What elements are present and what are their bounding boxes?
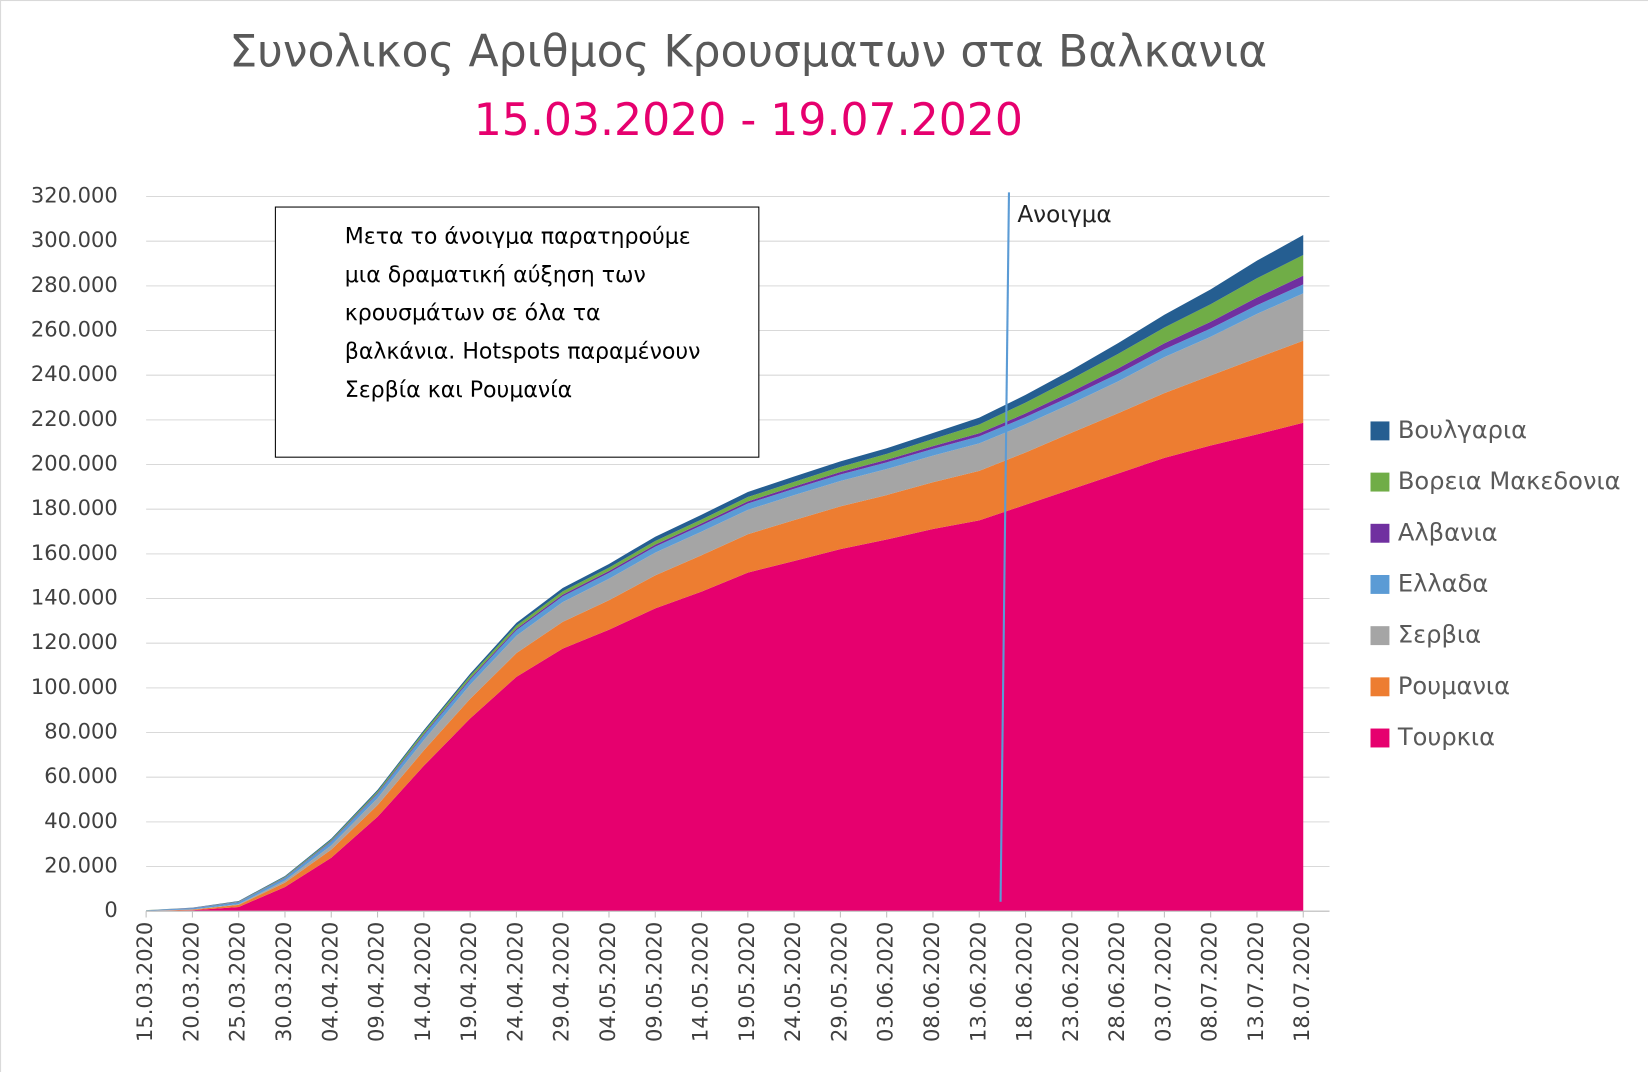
x-tick-label: 03.07.2020 xyxy=(1150,922,1175,1042)
y-tick-label: 220.000 xyxy=(31,406,118,431)
x-tick-label: 29.04.2020 xyxy=(549,922,574,1042)
note-box xyxy=(274,206,760,458)
area xyxy=(146,340,1304,912)
x-tick-label: 09.05.2020 xyxy=(641,922,666,1042)
legend-label: Ελλαδα xyxy=(1398,569,1488,597)
y-tick-label: 80.000 xyxy=(44,719,117,744)
y-tick-label: 300.000 xyxy=(31,227,118,252)
x-tick-label: 03.06.2020 xyxy=(873,922,898,1042)
x-tick-label: 23.06.2020 xyxy=(1058,922,1083,1042)
y-tick-label: 60.000 xyxy=(44,763,117,788)
x-tick-label: 24.05.2020 xyxy=(780,922,805,1042)
y-tick-label: 20.000 xyxy=(44,853,117,878)
opening-label: Ανοιγμα xyxy=(1017,202,1111,228)
x-tick-label: 20.03.2020 xyxy=(178,922,203,1042)
note-line: Σερβία και Ρουμανία xyxy=(345,378,572,403)
legend-swatch xyxy=(1370,472,1390,492)
legend-label: Αλβανια xyxy=(1398,518,1498,546)
legend-swatch xyxy=(1370,574,1390,594)
x-tick-label: 19.05.2020 xyxy=(734,922,759,1042)
x-tick-label: 18.07.2020 xyxy=(1289,922,1314,1042)
note-line: κρουσμάτων σε όλα τα xyxy=(345,301,601,326)
x-tick-label: 19.04.2020 xyxy=(456,922,481,1042)
legend-label: Ρουμανια xyxy=(1398,672,1510,700)
y-tick-label: 200.000 xyxy=(31,451,118,476)
y-tick-label: 240.000 xyxy=(31,361,118,386)
note-line: Μετα το άνοιγμα παρατηρούμε xyxy=(345,225,691,250)
opening-line xyxy=(999,192,1011,902)
x-tick-label: 18.06.2020 xyxy=(1012,922,1037,1042)
y-tick-label: 320.000 xyxy=(31,183,118,208)
area xyxy=(146,254,1304,911)
x-tick-label: 29.05.2020 xyxy=(826,922,851,1042)
x-tick-label: 09.04.2020 xyxy=(364,922,389,1042)
x-tick-label: 04.04.2020 xyxy=(317,922,342,1042)
y-tick-label: 140.000 xyxy=(31,585,118,610)
y-tick-label: 180.000 xyxy=(31,495,118,520)
chart-title: Συνολικος Αριθμος Κρουσματων στα Βαλκανι… xyxy=(229,27,1267,78)
note-line: βαλκάνια. Hotspots παραμένουν xyxy=(345,340,701,365)
legend-label: Τουρκια xyxy=(1397,723,1495,751)
y-tick-label: 280.000 xyxy=(31,272,118,297)
x-tick-label: 13.07.2020 xyxy=(1243,922,1268,1042)
x-tick-label: 14.04.2020 xyxy=(410,922,435,1042)
legend-swatch xyxy=(1370,677,1390,697)
y-tick-label: 160.000 xyxy=(31,540,118,565)
area xyxy=(146,293,1304,911)
x-tick-label: 28.06.2020 xyxy=(1104,922,1129,1042)
legend-swatch xyxy=(1370,728,1390,748)
area xyxy=(146,422,1304,912)
note-line: μια δραματική αύξηση των xyxy=(345,263,646,288)
legend-swatch xyxy=(1370,421,1390,441)
legend-label: Σερβια xyxy=(1398,621,1481,649)
x-tick-label: 08.07.2020 xyxy=(1197,922,1222,1042)
x-tick-label: 04.05.2020 xyxy=(595,922,620,1042)
x-tick-label: 15.03.2020 xyxy=(132,922,157,1042)
y-tick-label: 0 xyxy=(104,897,117,922)
y-tick-label: 100.000 xyxy=(31,674,118,699)
x-tick-label: 08.06.2020 xyxy=(919,922,944,1042)
y-tick-label: 40.000 xyxy=(44,808,117,833)
x-tick-label: 25.03.2020 xyxy=(225,922,250,1042)
x-tick-label: 24.04.2020 xyxy=(502,922,527,1042)
area xyxy=(146,235,1304,911)
legend-swatch xyxy=(1370,626,1390,646)
legend-swatch xyxy=(1370,523,1390,543)
y-tick-label: 260.000 xyxy=(31,317,118,342)
x-tick-label: 14.05.2020 xyxy=(688,922,713,1042)
legend-label: Βορεια Μακεδονια xyxy=(1398,467,1621,495)
x-tick-label: 30.03.2020 xyxy=(271,922,296,1042)
x-tick-label: 13.06.2020 xyxy=(965,922,990,1042)
legend-label: Βουλγαρια xyxy=(1398,416,1527,444)
chart-subtitle: 15.03.2020 - 19.07.2020 xyxy=(474,95,1023,146)
y-tick-label: 120.000 xyxy=(31,629,118,654)
